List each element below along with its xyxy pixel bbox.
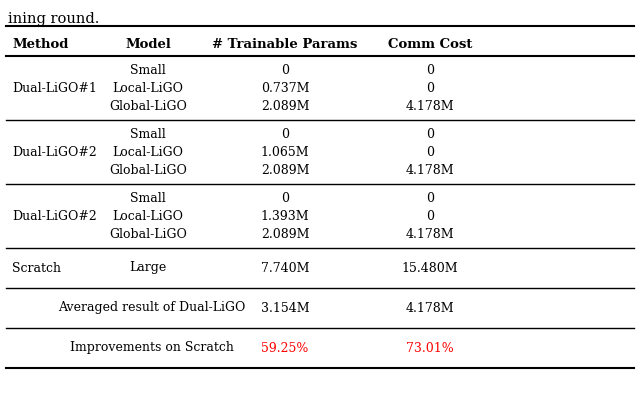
Text: Dual-LiGO#2: Dual-LiGO#2 xyxy=(12,209,97,223)
Text: Improvements on Scratch: Improvements on Scratch xyxy=(70,342,234,354)
Text: Local-LiGO: Local-LiGO xyxy=(113,81,184,95)
Text: Global-LiGO: Global-LiGO xyxy=(109,99,187,113)
Text: 4.178M: 4.178M xyxy=(406,164,454,176)
Text: 4.178M: 4.178M xyxy=(406,302,454,314)
Text: 59.25%: 59.25% xyxy=(261,342,308,354)
Text: Local-LiGO: Local-LiGO xyxy=(113,146,184,158)
Text: 0: 0 xyxy=(281,128,289,140)
Text: Small: Small xyxy=(130,128,166,140)
Text: 1.393M: 1.393M xyxy=(260,209,309,223)
Text: Large: Large xyxy=(129,261,166,275)
Text: 1.065M: 1.065M xyxy=(260,146,309,158)
Text: Dual-LiGO#2: Dual-LiGO#2 xyxy=(12,146,97,158)
Text: 0.737M: 0.737M xyxy=(260,81,309,95)
Text: Averaged result of Dual-LiGO: Averaged result of Dual-LiGO xyxy=(58,302,246,314)
Text: 4.178M: 4.178M xyxy=(406,227,454,241)
Text: 4.178M: 4.178M xyxy=(406,99,454,113)
Text: 2.089M: 2.089M xyxy=(260,227,309,241)
Text: Global-LiGO: Global-LiGO xyxy=(109,227,187,241)
Text: Global-LiGO: Global-LiGO xyxy=(109,164,187,176)
Text: 73.01%: 73.01% xyxy=(406,342,454,354)
Text: 7.740M: 7.740M xyxy=(260,261,309,275)
Text: 0: 0 xyxy=(426,192,434,205)
Text: 0: 0 xyxy=(281,192,289,205)
Text: 0: 0 xyxy=(426,81,434,95)
Text: 0: 0 xyxy=(426,209,434,223)
Text: ining round.: ining round. xyxy=(8,12,99,26)
Text: 2.089M: 2.089M xyxy=(260,164,309,176)
Text: Dual-LiGO#1: Dual-LiGO#1 xyxy=(12,81,97,95)
Text: Small: Small xyxy=(130,63,166,77)
Text: Scratch: Scratch xyxy=(12,261,61,275)
Text: 0: 0 xyxy=(426,63,434,77)
Text: Local-LiGO: Local-LiGO xyxy=(113,209,184,223)
Text: # Trainable Params: # Trainable Params xyxy=(212,38,358,51)
Text: Method: Method xyxy=(12,38,68,51)
Text: 3.154M: 3.154M xyxy=(260,302,309,314)
Text: Model: Model xyxy=(125,38,171,51)
Text: 2.089M: 2.089M xyxy=(260,99,309,113)
Text: 0: 0 xyxy=(281,63,289,77)
Text: 15.480M: 15.480M xyxy=(402,261,458,275)
Text: Small: Small xyxy=(130,192,166,205)
Text: 0: 0 xyxy=(426,146,434,158)
Text: 0: 0 xyxy=(426,128,434,140)
Text: Comm Cost: Comm Cost xyxy=(388,38,472,51)
